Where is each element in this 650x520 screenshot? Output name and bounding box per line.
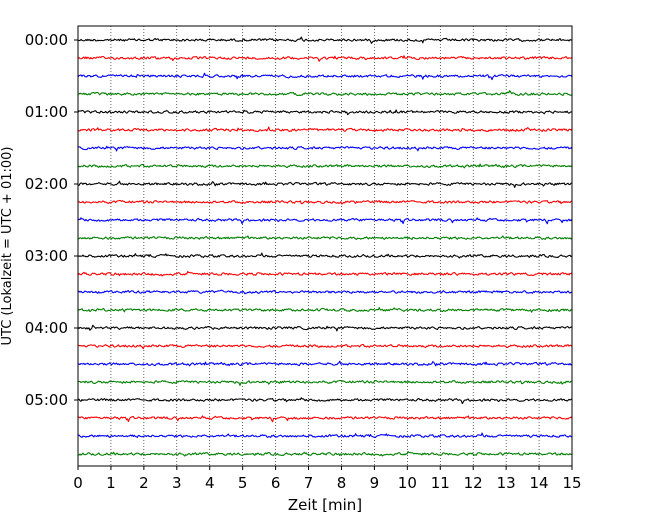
y-axis: 00:00 01:00 02:00 03:00 04:00 05:00 xyxy=(25,31,78,409)
x-tick-label-8: 8 xyxy=(337,474,347,492)
trace-0030 xyxy=(77,72,573,81)
trace-0430 xyxy=(77,360,573,367)
y-tick-label-05:00: 05:00 xyxy=(25,391,68,409)
y-tick-label-03:00: 03:00 xyxy=(25,247,68,265)
trace-0500 xyxy=(77,397,573,405)
x-axis-label: Zeit [min] xyxy=(288,496,362,514)
trace-0445 xyxy=(77,379,573,386)
trace-0230 xyxy=(77,217,573,225)
y-tick-label-04:00: 04:00 xyxy=(25,319,68,337)
x-tick-label-14: 14 xyxy=(530,474,549,492)
trace-0015 xyxy=(77,55,573,62)
grid-lines xyxy=(110,26,540,466)
x-tick-label-5: 5 xyxy=(238,474,248,492)
trace-0245 xyxy=(77,235,573,241)
trace-0145 xyxy=(77,163,573,169)
x-tick-label-2: 2 xyxy=(139,474,149,492)
x-tick-label-11: 11 xyxy=(431,474,450,492)
x-tick-label-1: 1 xyxy=(106,474,116,492)
trace-0530 xyxy=(77,432,573,439)
plot-frame xyxy=(77,25,573,467)
x-tick-label-7: 7 xyxy=(304,474,314,492)
trace-group xyxy=(77,36,573,457)
trace-0215 xyxy=(77,199,573,205)
x-tick-label-3: 3 xyxy=(172,474,182,492)
x-tick-label-10: 10 xyxy=(398,474,417,492)
trace-0115 xyxy=(77,126,573,133)
x-tick-label-13: 13 xyxy=(497,474,516,492)
trace-0330 xyxy=(77,289,573,295)
trace-0300 xyxy=(77,252,573,259)
x-tick-label-0: 0 xyxy=(73,474,83,492)
x-tick-label-15: 15 xyxy=(562,474,581,492)
trace-0315 xyxy=(77,271,573,277)
x-tick-label-4: 4 xyxy=(205,474,215,492)
y-tick-label-01:00: 01:00 xyxy=(25,103,68,121)
trace-0045 xyxy=(77,90,573,97)
y-axis-label: UTC (Lokalzeit = UTC + 01:00) xyxy=(0,147,15,346)
trace-0515 xyxy=(77,415,573,423)
trace-0100 xyxy=(77,109,573,116)
trace-0130 xyxy=(77,145,573,152)
y-tick-label-00:00: 00:00 xyxy=(25,31,68,49)
trace-0545 xyxy=(77,451,573,457)
trace-0415 xyxy=(77,343,573,350)
trace-0000 xyxy=(77,36,573,44)
x-tick-label-9: 9 xyxy=(370,474,380,492)
x-axis: 0 1 2 3 4 5 6 7 8 9 10 11 12 13 14 15 xyxy=(73,466,582,492)
y-tick-label-02:00: 02:00 xyxy=(25,175,68,193)
x-tick-label-6: 6 xyxy=(271,474,281,492)
trace-0400 xyxy=(77,324,573,332)
trace-0200 xyxy=(77,180,573,188)
x-tick-label-12: 12 xyxy=(464,474,483,492)
trace-0345 xyxy=(77,307,573,313)
